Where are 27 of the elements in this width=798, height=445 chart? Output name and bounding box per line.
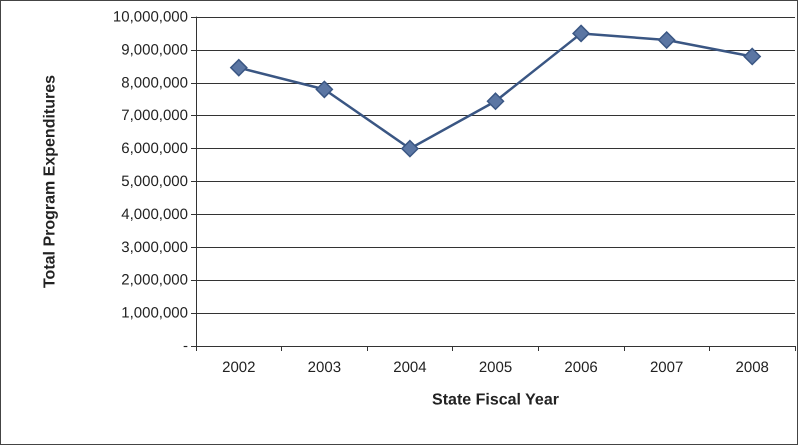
x-tick-label: 2002 <box>222 359 256 376</box>
x-tick-label: 2003 <box>308 359 342 376</box>
y-tick-label: 10,000,000 <box>112 8 188 26</box>
y-tick-label: 2,000,000 <box>121 272 188 289</box>
y-tick-label: - <box>183 338 188 354</box>
point <box>743 48 761 66</box>
point <box>230 58 248 76</box>
y-tick-label: 3,000,000 <box>121 238 188 256</box>
y-tick-label: 8,000,000 <box>121 74 188 92</box>
y-axis-title: Total Program Expenditures <box>42 74 58 288</box>
point <box>316 80 334 98</box>
x-tick-label: 2007 <box>650 359 684 376</box>
point <box>486 92 504 110</box>
y-tick-label: 9,000,000 <box>121 41 188 58</box>
x-tick-label: 2004 <box>393 359 427 376</box>
x-tick-label: 2006 <box>564 359 598 376</box>
x-tick-label: 2005 <box>478 359 512 376</box>
y-tick-label: 1,000,000 <box>121 304 188 322</box>
y-tick-label: 7,000,000 <box>121 107 188 124</box>
point <box>572 24 590 42</box>
point <box>401 140 419 158</box>
point <box>658 31 676 49</box>
x-axis-title: State Fiscal Year <box>432 392 559 408</box>
x-tick-label: 2008 <box>736 359 769 376</box>
y-tick-label: 6,000,000 <box>121 140 188 158</box>
y-tick-label: 5,000,000 <box>121 173 188 190</box>
y-tick-label: 4,000,000 <box>121 206 188 223</box>
